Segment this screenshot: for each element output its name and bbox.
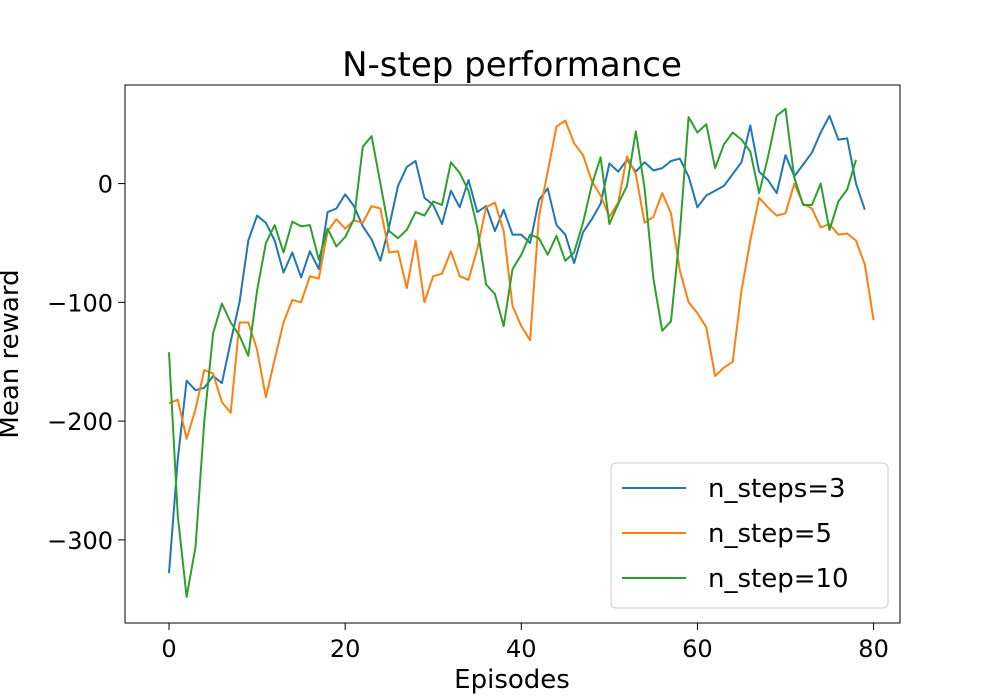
legend-label: n_steps=3 (708, 474, 846, 504)
series-line-1 (168, 114, 866, 574)
series-layer (168, 107, 875, 598)
y-axis-label: Mean reward (0, 269, 25, 438)
chart-title: N-step performance (342, 45, 682, 85)
y-tick-label: −300 (47, 527, 113, 555)
series-line-2 (168, 119, 875, 440)
y-tick-label: 0 (98, 171, 113, 199)
x-tick-label: 80 (858, 635, 889, 663)
plot-frame (124, 84, 901, 624)
legend: n_steps=3 n_step=5 n_step=10 (610, 462, 889, 609)
y-tick-label: −200 (47, 408, 113, 436)
x-tick-label: 40 (506, 635, 537, 663)
legend-box (610, 462, 889, 609)
x-tick-label: 0 (161, 635, 176, 663)
series-line-3 (168, 107, 857, 598)
y-axis: 0 −100 −200 −300 (47, 171, 125, 555)
legend-label: n_step=10 (708, 564, 849, 594)
x-tick-label: 60 (682, 635, 713, 663)
x-axis: 0 20 40 60 80 (161, 623, 889, 663)
legend-label: n_step=5 (708, 519, 832, 549)
x-axis-label: Episodes (454, 665, 570, 695)
x-tick-label: 20 (330, 635, 361, 663)
y-tick-label: −100 (47, 289, 113, 317)
